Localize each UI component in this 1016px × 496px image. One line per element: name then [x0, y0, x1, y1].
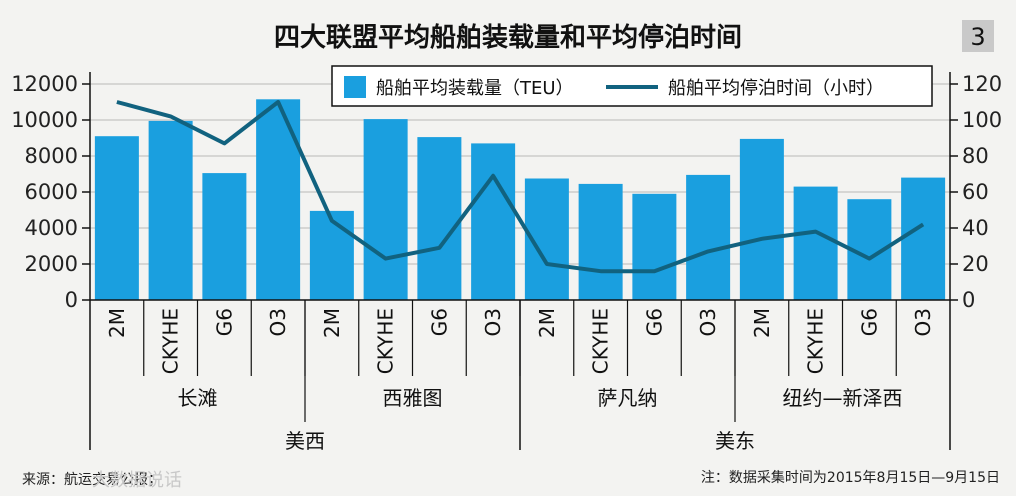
category-label: O3 [481, 308, 505, 336]
right-tick-label: 20 [962, 252, 989, 276]
line-path [116, 100, 925, 274]
bar [94, 136, 139, 300]
right-tick-label: 0 [962, 288, 975, 312]
chart-title: 四大联盟平均船舶装载量和平均停泊时间 [274, 22, 742, 53]
category-label: O3 [266, 308, 290, 336]
category-label: 2M [105, 308, 129, 338]
left-tick-label: 8000 [25, 144, 78, 168]
watermark: 大数据说话 [92, 470, 182, 491]
legend-bar-label: 船舶平均装载量（TEU） [376, 78, 574, 99]
port-label: 纽约—新泽西 [783, 386, 903, 410]
left-tick-label: 4000 [25, 216, 78, 240]
category-label: G6 [427, 308, 451, 336]
bar [686, 174, 731, 300]
bar [578, 183, 623, 300]
bar-series [94, 99, 946, 301]
source-note: 来源：航运交易公报； [22, 471, 162, 488]
badge: 3 [962, 20, 994, 52]
category-label: G6 [642, 308, 666, 336]
category-label: O3 [911, 308, 935, 336]
category-label: O3 [696, 308, 720, 336]
port-label: 萨凡纳 [598, 386, 658, 410]
legend: 船舶平均装载量（TEU） 船舶平均停泊时间（小时） [331, 65, 933, 107]
port-label: 长滩 [178, 386, 218, 410]
category-label: CKYHE [589, 308, 613, 374]
category-label: 2M [320, 308, 344, 338]
category-label: CKYHE [804, 308, 828, 374]
line-series [116, 100, 925, 274]
left-tick-label: 10000 [11, 108, 78, 132]
region-label: 美东 [715, 429, 755, 453]
badge-number: 3 [970, 23, 985, 51]
right-tick-label: 100 [962, 108, 1002, 132]
bar [739, 138, 784, 300]
bar [793, 186, 838, 300]
category-labels: 2M CKYHE G6 O3 2M CKYHE G6 O3 2M CKYHE G6 O3 2M CKYHE… [105, 300, 935, 376]
right-tick-label: 40 [962, 216, 989, 240]
bar [148, 120, 193, 301]
right-tick-label: 120 [962, 72, 1002, 96]
left-tick-label: 12000 [11, 72, 78, 96]
left-tick-label: 0 [65, 288, 78, 312]
bar [417, 137, 462, 300]
category-label: 2M [750, 308, 774, 338]
category-label: CKYHE [374, 308, 398, 374]
bar [901, 177, 946, 300]
bar [309, 210, 354, 300]
collection-note: 注：数据采集时间为2015年8月15日—9月15日 [701, 469, 1000, 486]
category-label: G6 [212, 308, 236, 336]
right-tick-label: 60 [962, 180, 989, 204]
category-label: 2M [535, 308, 559, 338]
badge-box [962, 20, 994, 52]
right-axis-ticks: 0 20 40 60 80 100 120 [950, 72, 1002, 312]
legend-line-label: 船舶平均停泊时间（小时） [668, 78, 884, 99]
bar [632, 193, 677, 300]
port-label: 西雅图 [383, 386, 443, 410]
bar [363, 119, 408, 300]
category-label: CKYHE [159, 308, 183, 374]
region-label: 美西 [285, 429, 325, 453]
right-tick-label: 80 [962, 144, 989, 168]
bar [471, 143, 516, 300]
left-tick-label: 2000 [25, 252, 78, 276]
category-label: G6 [857, 308, 881, 336]
legend-bar-swatch [344, 76, 366, 98]
bar [256, 99, 301, 300]
left-axis-ticks: 0 2000 4000 6000 8000 10000 12000 [11, 72, 90, 312]
bar [202, 173, 247, 300]
left-tick-label: 6000 [25, 180, 78, 204]
